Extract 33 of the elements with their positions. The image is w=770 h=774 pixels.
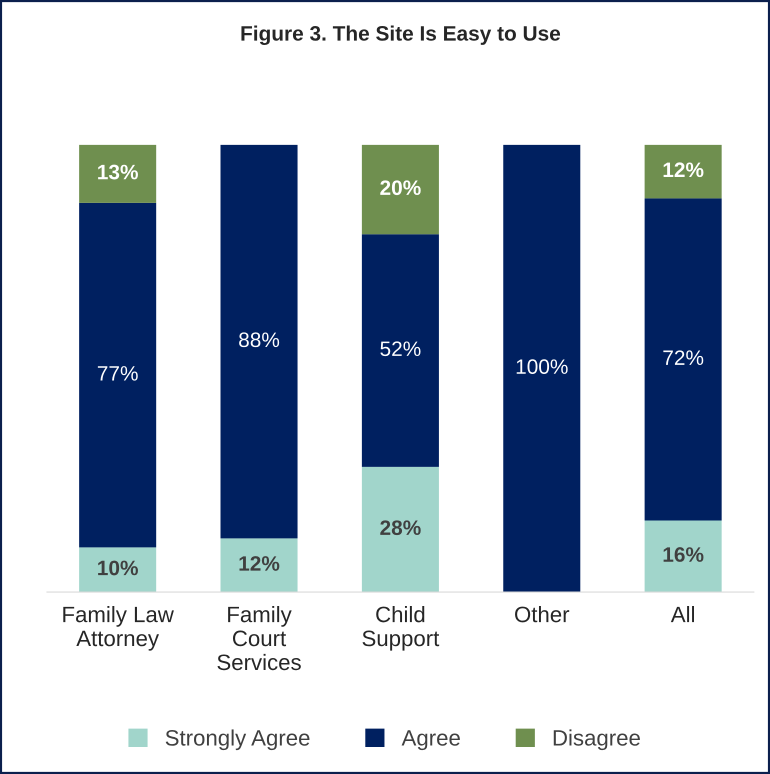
data-label: 12% bbox=[239, 556, 280, 571]
data-label: 20% bbox=[380, 180, 421, 196]
bar bbox=[79, 144, 156, 203]
bar bbox=[362, 466, 439, 592]
data-label: 100% bbox=[516, 359, 568, 374]
data-label: 72% bbox=[663, 350, 704, 365]
data-label: 88% bbox=[239, 332, 280, 348]
bar bbox=[220, 144, 298, 538]
bar bbox=[362, 234, 439, 467]
data-label: 12% bbox=[664, 162, 704, 178]
x-tick-label: All bbox=[670, 606, 694, 622]
data-label: 28% bbox=[380, 520, 421, 536]
data-label: 10% bbox=[98, 560, 138, 576]
bar bbox=[79, 202, 156, 548]
data-label: 77% bbox=[98, 366, 138, 381]
x-tick-label: Family Court Services bbox=[217, 606, 301, 670]
data-label: 16% bbox=[664, 547, 704, 562]
bar bbox=[503, 144, 580, 592]
x-tick-label: Other bbox=[515, 606, 570, 622]
bar bbox=[362, 144, 439, 234]
bar bbox=[644, 144, 722, 198]
bar bbox=[220, 538, 298, 592]
chart-title: Figure 3. The Site Is Easy to Use bbox=[241, 25, 560, 45]
data-label: 52% bbox=[380, 341, 421, 356]
bar bbox=[644, 198, 722, 521]
bar bbox=[644, 520, 722, 592]
x-tick-label: Family Law Attorney bbox=[63, 606, 174, 651]
data-label: 13% bbox=[98, 164, 138, 180]
legend-label: Agree bbox=[402, 730, 460, 750]
bar bbox=[79, 547, 156, 592]
legend-label: Disagree bbox=[554, 729, 640, 750]
legend-label: Strongly Agree bbox=[166, 729, 310, 750]
x-tick-label: Child Support bbox=[362, 606, 440, 651]
